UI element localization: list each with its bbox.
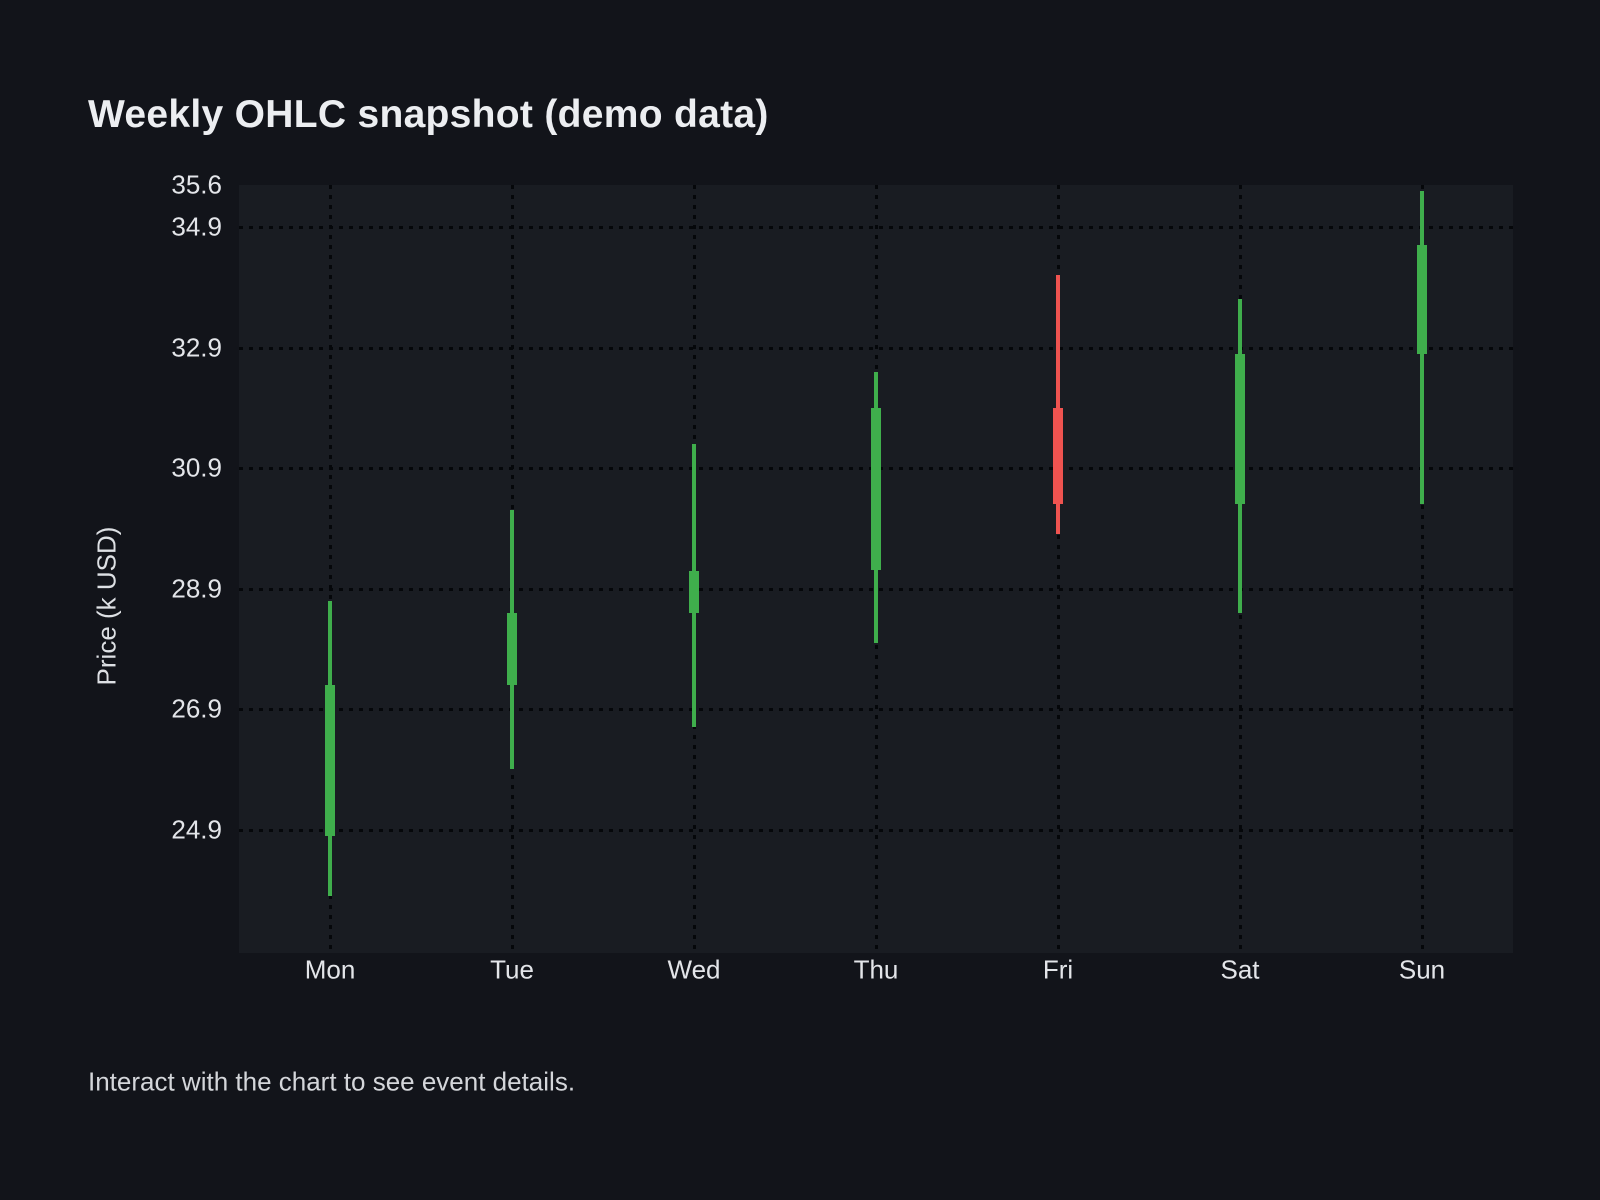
x-tick-label-thu: Thu	[853, 954, 899, 985]
ohlc-plot-area[interactable]	[239, 185, 1513, 953]
x-tick-label-mon: Mon	[304, 954, 356, 985]
candle-body	[871, 407, 881, 571]
x-tick-label-sun: Sun	[1398, 954, 1446, 985]
y-tick-label: 24.9	[171, 814, 222, 845]
x-tick-label-fri: Fri	[1042, 954, 1074, 985]
y-tick-label: 32.9	[171, 332, 222, 363]
x-tick-label-wed: Wed	[667, 954, 721, 985]
chart-title: Weekly OHLC snapshot (demo data)	[88, 93, 769, 136]
x-tick-label-tue: Tue	[490, 954, 534, 985]
candle-body	[689, 570, 699, 613]
y-tick-label: 26.9	[171, 693, 222, 724]
y-tick-label: 28.9	[171, 573, 222, 604]
h-gridline	[239, 226, 1513, 230]
y-axis-title: Price (k USD)	[91, 526, 122, 686]
candle-body	[1235, 353, 1245, 505]
candle-body	[325, 684, 335, 836]
y-tick-label: 34.9	[171, 211, 222, 242]
candle-body	[1053, 407, 1063, 505]
candle-body	[1417, 245, 1427, 354]
h-gridline	[239, 708, 1513, 712]
h-gridline	[239, 346, 1513, 350]
candle-wick	[1056, 275, 1060, 535]
y-tick-label: 30.9	[171, 452, 222, 483]
candle-body	[507, 612, 517, 685]
y-tick-label: 35.6	[171, 169, 222, 200]
h-gridline	[239, 828, 1513, 832]
x-tick-label-sat: Sat	[1220, 954, 1260, 985]
footer-hint: Interact with the chart to see event det…	[88, 1066, 576, 1097]
